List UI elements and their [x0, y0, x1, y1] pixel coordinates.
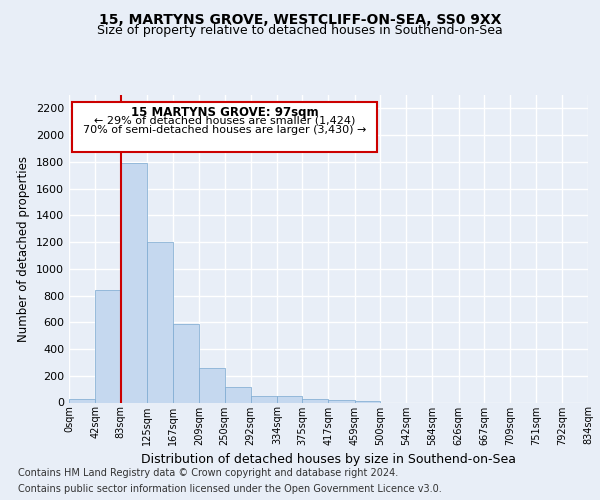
- FancyBboxPatch shape: [72, 102, 377, 152]
- Text: ← 29% of detached houses are smaller (1,424): ← 29% of detached houses are smaller (1,…: [94, 115, 355, 125]
- Bar: [95, 290, 121, 403]
- Text: Size of property relative to detached houses in Southend-on-Sea: Size of property relative to detached ho…: [97, 24, 503, 37]
- Text: Contains HM Land Registry data © Crown copyright and database right 2024.: Contains HM Land Registry data © Crown c…: [18, 468, 398, 477]
- Bar: [173, 324, 199, 402]
- X-axis label: Distribution of detached houses by size in Southend-on-Sea: Distribution of detached houses by size …: [141, 453, 516, 466]
- Bar: [121, 162, 147, 402]
- Text: 15, MARTYNS GROVE, WESTCLIFF-ON-SEA, SS0 9XX: 15, MARTYNS GROVE, WESTCLIFF-ON-SEA, SS0…: [99, 12, 501, 26]
- Bar: [69, 399, 95, 402]
- Text: 15 MARTYNS GROVE: 97sqm: 15 MARTYNS GROVE: 97sqm: [131, 106, 319, 118]
- Text: Contains public sector information licensed under the Open Government Licence v3: Contains public sector information licen…: [18, 484, 442, 494]
- Bar: [302, 399, 329, 402]
- Bar: [199, 368, 224, 402]
- Bar: [147, 242, 173, 402]
- Bar: [224, 387, 251, 402]
- Bar: [277, 396, 302, 402]
- Bar: [251, 396, 277, 402]
- Bar: [329, 400, 355, 402]
- Y-axis label: Number of detached properties: Number of detached properties: [17, 156, 31, 342]
- Text: 70% of semi-detached houses are larger (3,430) →: 70% of semi-detached houses are larger (…: [83, 125, 366, 135]
